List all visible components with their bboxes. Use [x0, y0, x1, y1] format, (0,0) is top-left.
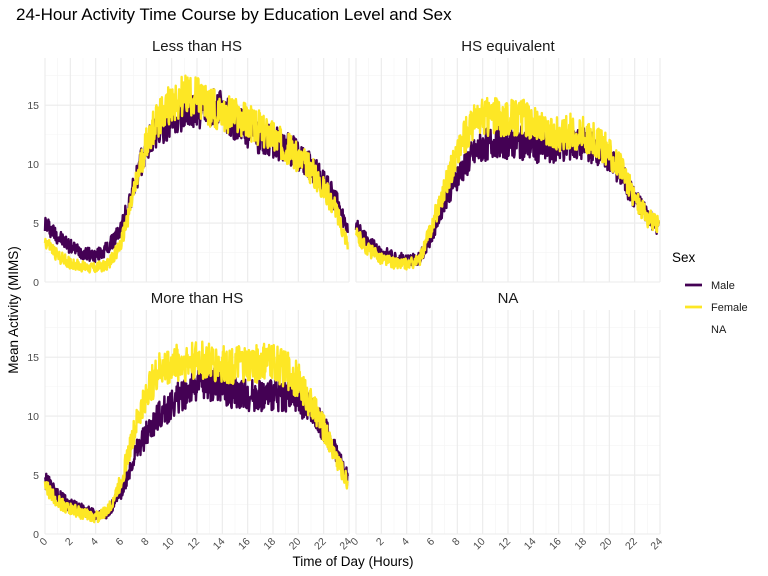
x-tick-label: 12	[496, 536, 513, 553]
series-line-male	[43, 88, 349, 264]
x-tick-label: 4	[399, 536, 412, 549]
panel-title: More than HS	[151, 290, 244, 307]
x-axis-title: Time of Day (Hours)	[292, 554, 413, 569]
y-axis-title: Mean Activity (MIMS)	[6, 246, 21, 374]
panel-2: HS equivalent	[354, 38, 661, 283]
x-tick-label: 20	[598, 536, 615, 553]
legend-label: NA	[711, 324, 727, 336]
x-tick-label: 18	[572, 536, 589, 553]
series-line-female	[43, 340, 349, 524]
y-tick-label: 15	[27, 352, 39, 364]
x-tick-label: 6	[114, 536, 127, 549]
panel-1: Less than HS 0 5 10 15	[27, 38, 350, 289]
series-line-female	[354, 96, 660, 271]
chart-title: 24-Hour Activity Time Course by Educatio…	[16, 5, 452, 24]
y-tick-label: 10	[27, 159, 39, 171]
series-line-male	[354, 122, 660, 267]
y-tick-label: 0	[33, 277, 39, 289]
x-tick-label: 8	[139, 536, 152, 549]
x-tick-label: 18	[261, 536, 278, 553]
x-tick-label: 8	[450, 536, 463, 549]
series-line-female	[43, 74, 349, 274]
legend-label: Female	[711, 302, 748, 314]
x-tick-label: 22	[312, 536, 329, 553]
legend-label: Male	[711, 280, 735, 292]
x-tick-label: 6	[425, 536, 438, 549]
legend: Sex Male Female NA	[672, 250, 748, 336]
panels: Less than HS 0 5 10 15 HS equivalent More than…	[27, 38, 665, 552]
x-tick-label: 20	[287, 536, 304, 553]
y-tick-label: 0	[33, 529, 39, 541]
y-tick-label: 5	[33, 470, 39, 482]
panel-title: Less than HS	[152, 38, 242, 55]
panel-4: NA0 2 4 6 8 10 12 14 16 18 20 22 24	[349, 290, 666, 552]
y-tick-label: 15	[27, 100, 39, 112]
x-tick-label: 14	[522, 536, 539, 553]
x-tick-label: 2	[374, 536, 387, 549]
x-tick-label: 12	[185, 536, 202, 553]
x-tick-label: 16	[547, 536, 564, 553]
panel-title: NA	[498, 290, 519, 307]
y-tick-label: 10	[27, 411, 39, 423]
x-tick-label: 22	[623, 536, 640, 553]
x-tick-label: 10	[160, 536, 177, 553]
x-tick-label: 4	[88, 536, 101, 549]
x-tick-label: 14	[211, 536, 228, 553]
x-tick-label: 16	[236, 536, 253, 553]
x-tick-label: 2	[63, 536, 76, 549]
panel-title: HS equivalent	[461, 38, 555, 55]
legend-title: Sex	[672, 250, 696, 265]
y-tick-label: 5	[33, 218, 39, 230]
x-tick-label: 24	[648, 536, 665, 553]
legend-entries: Male Female NA	[685, 280, 748, 336]
x-tick-label: 0	[38, 536, 51, 549]
x-tick-label: 10	[471, 536, 488, 553]
